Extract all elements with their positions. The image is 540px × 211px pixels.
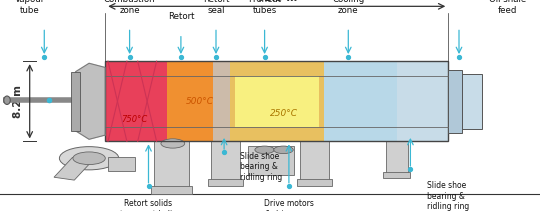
Bar xyxy=(105,61,167,141)
Circle shape xyxy=(255,146,274,154)
Bar xyxy=(235,76,319,127)
Bar xyxy=(71,72,80,131)
Bar xyxy=(167,61,213,141)
Text: 500°C: 500°C xyxy=(186,97,214,106)
Text: Preheat
tubes: Preheat tubes xyxy=(248,0,281,15)
Bar xyxy=(211,141,240,180)
Bar xyxy=(324,61,397,141)
Text: Cooling
zone: Cooling zone xyxy=(332,0,365,15)
Bar xyxy=(386,141,408,173)
Bar xyxy=(383,172,410,178)
Circle shape xyxy=(274,146,293,154)
Text: Drive motors
& drive gear: Drive motors & drive gear xyxy=(264,199,314,211)
Text: Slide shoe
bearing &
ridling ring: Slide shoe bearing & ridling ring xyxy=(427,181,469,211)
Bar xyxy=(230,61,324,141)
Bar xyxy=(462,74,482,129)
Text: Slide shoe
bearing &
ridling ring: Slide shoe bearing & ridling ring xyxy=(240,152,282,182)
Bar xyxy=(297,179,332,186)
Text: Retort: Retort xyxy=(167,12,194,21)
Text: 750°C: 750°C xyxy=(122,115,148,124)
Bar xyxy=(54,157,93,180)
Bar xyxy=(448,70,462,133)
Circle shape xyxy=(59,147,119,170)
Text: Vapour
tube: Vapour tube xyxy=(15,0,45,15)
Bar xyxy=(108,157,135,171)
Bar xyxy=(208,179,243,186)
Text: Combustion
zone: Combustion zone xyxy=(104,0,156,15)
Polygon shape xyxy=(76,63,105,139)
Text: 250°C: 250°C xyxy=(270,110,298,118)
Text: Oil shale
feed: Oil shale feed xyxy=(489,0,526,15)
Circle shape xyxy=(161,139,185,148)
Bar xyxy=(213,61,230,141)
Bar xyxy=(154,141,189,188)
Bar xyxy=(300,141,329,180)
Text: Retort solids
transport helix: Retort solids transport helix xyxy=(120,199,177,211)
Bar xyxy=(105,61,448,141)
Ellipse shape xyxy=(4,96,10,104)
Text: Retort
seal: Retort seal xyxy=(202,0,230,15)
Text: 8.2 m: 8.2 m xyxy=(13,85,23,118)
Bar xyxy=(397,61,448,141)
Bar xyxy=(248,146,294,175)
Bar xyxy=(151,186,192,194)
Circle shape xyxy=(73,152,105,165)
Text: 62.5 m: 62.5 m xyxy=(256,0,297,3)
